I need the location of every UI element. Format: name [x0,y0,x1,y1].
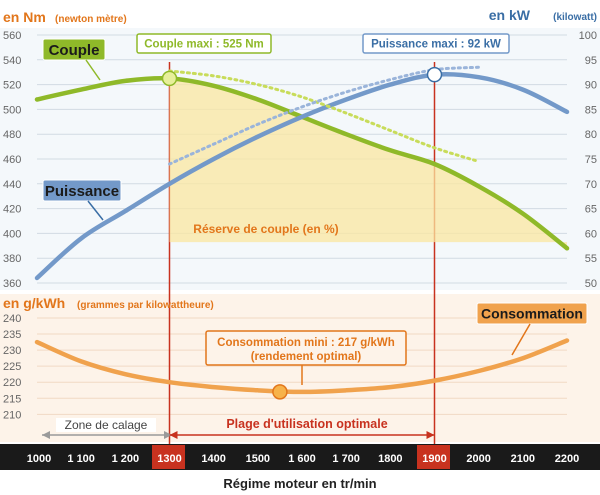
torque-tick-label: 560 [3,30,21,42]
consumption-min-annotation-sub: (rendement optimal) [251,351,362,363]
consumption-min-marker [272,384,288,400]
torque-tick-label: 520 [3,80,21,92]
torque-tick-label: 400 [3,228,21,240]
power-tick-label: 60 [585,228,597,240]
power-tick-label: 65 [585,204,597,216]
torque-reserve-label: Réserve de couple (en %) [193,222,338,236]
power-axis-label: en kW [489,7,531,23]
x-tick-label: 1 200 [112,453,140,465]
consommation-label-box [476,302,588,325]
x-tick-label: 1 700 [332,453,360,465]
puissance-label-box [42,179,122,202]
consumption-tick-label: 215 [3,393,21,405]
usage-range-arrowhead-right [426,431,435,439]
torque-tick-label: 440 [3,179,21,191]
x-tick-label: 1000 [27,453,51,465]
torque-tick-label: 360 [3,278,21,290]
consommation-line [34,338,570,395]
x-tick-label: 1300 [157,453,181,465]
x-tick-labels: 1000 1 100 1 200 1300 1400 1500 1 600 1 700 1800… [27,453,579,465]
torque-tick-label: 540 [3,55,21,67]
x-tick-label: 1400 [201,453,225,465]
torque-tick-label: 420 [3,204,21,216]
consumption-tick-label: 220 [3,377,21,389]
torque-max-annotation: Couple maxi : 525 Nm [144,39,264,51]
consumption-axis-sublabel: (grammes par kilowattheure) [77,300,214,311]
consommation-label-pointer [511,323,531,356]
x-tick-label: 2100 [511,453,535,465]
couple-label-pointer [85,59,101,81]
x-tick-label: 2200 [555,453,579,465]
consumption-tick-label: 225 [3,361,21,373]
power-tick-label: 85 [585,104,597,116]
power-tick-label: 50 [585,278,597,290]
stall-zone-arrowhead-left [42,431,50,439]
usage-range-arrowhead-left [169,431,178,439]
puissance-line [34,71,570,281]
couple-label-box [42,38,106,61]
x-tick-label: 1500 [246,453,270,465]
power-tick-label: 80 [585,129,597,141]
x-tick-label: 1900 [422,453,446,465]
torque-axis-label: en Nm [3,9,46,25]
power-tick-label: 95 [585,55,597,67]
x-axis-highlight-1900 [417,445,450,469]
puissance-label: Puissance [45,183,119,200]
x-axis-highlight-1300 [152,445,185,469]
x-tick-label: 2000 [466,453,490,465]
couple-dotted-line [168,69,481,163]
torque-axis-sublabel: (newton mètre) [55,14,127,25]
power-tick-label: 55 [585,253,597,265]
power-tick-label: 75 [585,154,597,166]
power-tick-label: 70 [585,179,597,191]
torque-max-annotation-box [136,33,272,54]
power-tick-label: 100 [579,30,597,42]
axes: 560 540 520 500 480 460 440 420 400 380 360 100 95 90… [3,30,597,421]
stall-zone-arrowhead-right [164,431,172,439]
consumption-min-annotation-box [205,330,407,366]
couple-label: Couple [49,42,100,59]
usage-range-label: Plage d'utilisation optimale [226,417,387,431]
usage-range-label-bg [214,416,400,431]
stall-zone-label-bg [56,418,156,432]
power-max-annotation-box [362,33,510,54]
torque-tick-label: 480 [3,129,21,141]
x-tick-label: 1 600 [288,453,316,465]
x-axis-band [0,444,600,470]
x-tick-label: 1800 [378,453,402,465]
annotations: Couple Puissance Consommation Couple maxi :… [42,33,588,439]
puissance-label-pointer [87,200,104,221]
consumption-tick-label: 210 [3,409,21,421]
stall-zone-label: Zone de calage [65,418,148,432]
torque-tick-label: 380 [3,253,21,265]
power-max-annotation: Puissance maxi : 92 kW [371,39,501,51]
power-tick-label: 90 [585,80,597,92]
consumption-tick-label: 230 [3,345,21,357]
x-tick-label: 1 100 [67,453,95,465]
torque-tick-label: 500 [3,104,21,116]
torque-max-marker [161,70,178,87]
consumption-min-annotation: Consommation mini : 217 g/kWh [217,337,395,349]
torque-tick-label: 460 [3,154,21,166]
power-max-marker [426,66,443,83]
consumption-tick-label: 235 [3,329,21,341]
consumption-axis-label: en g/kWh [3,295,65,311]
x-axis-title: Régime moteur en tr/min [223,476,376,491]
power-axis-sublabel: (kilowatt) [553,12,597,23]
consumption-tick-label: 240 [3,313,21,325]
consommation-label: Consommation [481,306,583,322]
